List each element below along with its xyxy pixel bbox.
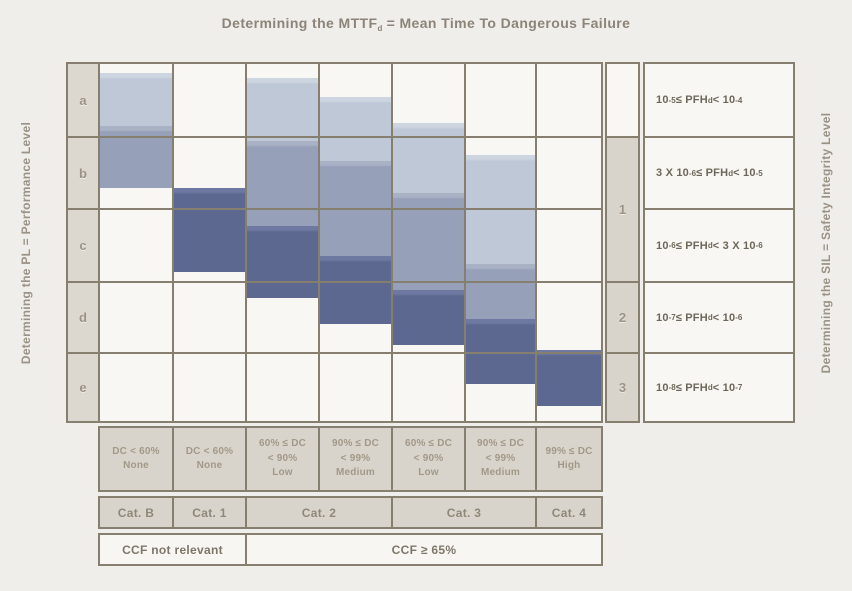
ccf-cell-1: CCF not relevant (98, 533, 247, 566)
sil-cell-3: 3 (605, 352, 640, 423)
mttfd-segment-medium (245, 140, 320, 226)
category-cell-cat2: Cat. 2 (245, 496, 393, 529)
mttfd-segment-high (318, 255, 393, 325)
pl-level-b: b (79, 165, 87, 181)
grid-line-horizontal (66, 352, 603, 354)
sil-cell-2: 2 (605, 281, 640, 354)
category-cell-cat1: Cat. 1 (172, 496, 247, 529)
dc-cell-7: 99% ≤ DC High (535, 426, 603, 492)
pl-level-a: a (79, 92, 87, 108)
mttfd-segment-high (245, 225, 320, 298)
mttfd-segment-high (464, 319, 537, 384)
mttfd-segment-high (172, 187, 247, 272)
mttfd-segment-high (535, 349, 603, 406)
pl-level-e: e (79, 380, 87, 395)
dc-cell-4: 90% ≤ DC < 99% Medium (318, 426, 393, 492)
grid-line-vertical (98, 62, 100, 423)
grid-line-vertical (245, 62, 247, 423)
left-axis-label: Determining the PL = Performance Level (19, 121, 33, 365)
grid-line-horizontal (66, 421, 603, 423)
category-cell-catb: Cat. B (98, 496, 174, 529)
grid-line-vertical (172, 62, 174, 423)
mttfd-segment-high (391, 290, 466, 345)
mttfd-segment-medium (464, 263, 537, 320)
mttfd-segment-low (391, 123, 466, 194)
pl-level-c: c (79, 238, 87, 253)
grid-line-vertical (391, 62, 393, 423)
category-cell-cat3: Cat. 3 (391, 496, 537, 529)
dc-cell-5: 60% ≤ DC < 90% Low (391, 426, 466, 492)
dc-cell-1: DC < 60% None (98, 426, 174, 492)
grid-line-vertical (535, 62, 537, 423)
ccf-cell-2: CCF ≥ 65% (245, 533, 603, 566)
dc-cell-6: 90% ≤ DC < 99% Medium (464, 426, 537, 492)
page-title: Determining the MTTFd = Mean Time To Dan… (221, 15, 631, 33)
dc-cell-3: 60% ≤ DC < 90% Low (245, 426, 320, 492)
pfh-range-row-a: 10 -5 ≤ PFH d < 10 -4 (643, 62, 795, 138)
pfh-range-row-e: 10 -8 ≤ PFH d < 10 -7 (643, 352, 795, 423)
right-axis-label: Determining the SIL = Safety Integrity L… (819, 112, 833, 374)
grid-line-vertical (66, 62, 68, 423)
pfh-range-row-b: 3 X 10 -6 ≤ PFH d < 10 -5 (643, 136, 795, 210)
dc-cell-2: DC < 60% None (172, 426, 247, 492)
pl-level-d: d (79, 310, 87, 325)
category-cell-cat4: Cat. 4 (535, 496, 603, 529)
sil-cell-empty (605, 62, 640, 138)
mttfd-segment-low (98, 73, 174, 126)
grid-line-vertical (464, 62, 466, 423)
grid-line-horizontal (66, 208, 603, 210)
grid-line-vertical (318, 62, 320, 423)
grid-line-horizontal (66, 281, 603, 283)
mttfd-segment-low (318, 97, 393, 162)
mttfd-segment-low (245, 77, 320, 141)
sil-cell-1: 1 (605, 136, 640, 283)
pl-letter-column (66, 62, 100, 423)
grid-line-horizontal (66, 136, 603, 138)
grid-line-vertical (601, 62, 603, 423)
grid-line-horizontal (66, 62, 603, 64)
pfh-range-row-d: 10 -7 ≤ PFH d < 10 -6 (643, 281, 795, 354)
pfh-range-row-c: 10 -6 ≤ PFH d < 3 X 10 -6 (643, 208, 795, 283)
